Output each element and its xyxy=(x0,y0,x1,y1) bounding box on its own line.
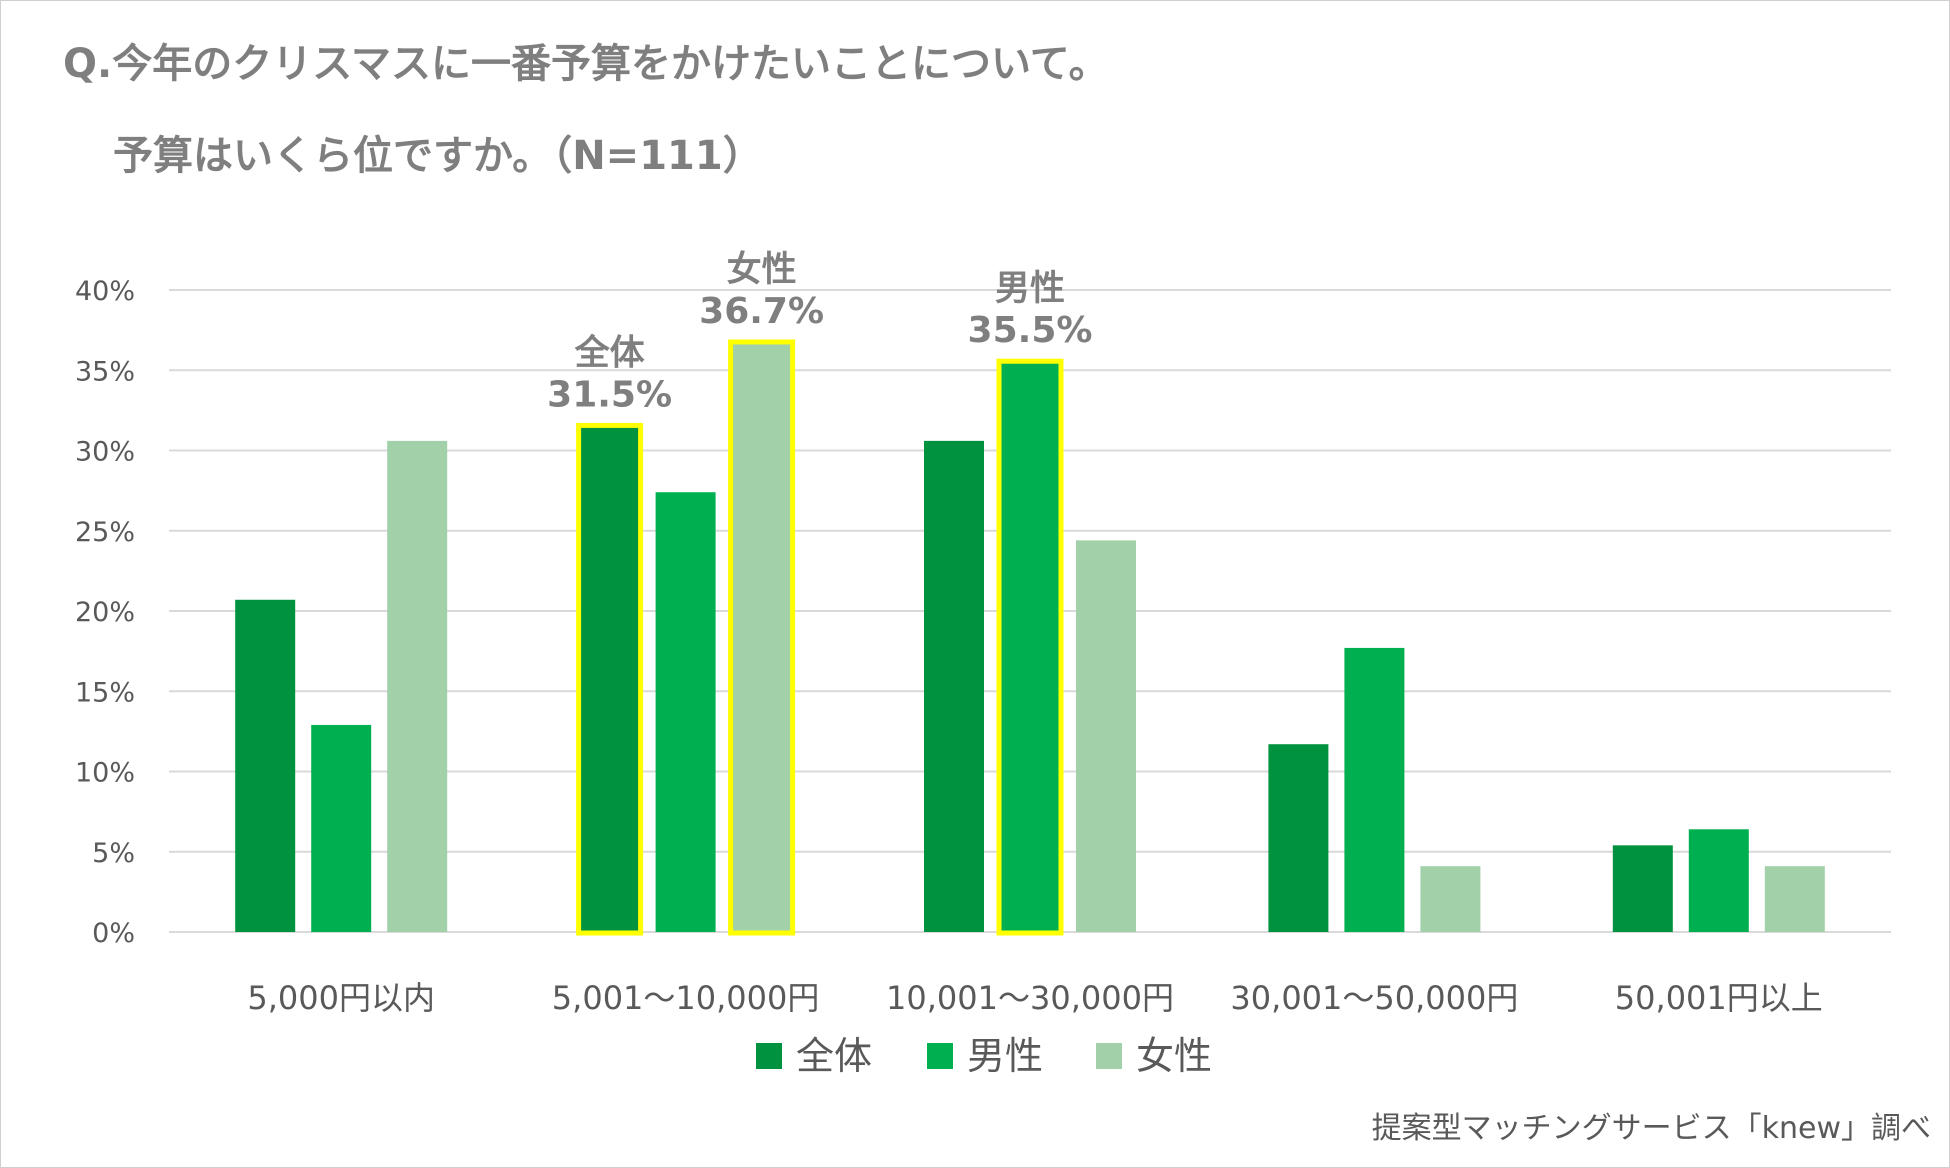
bar-2-2 xyxy=(1076,540,1136,932)
legend-label: 男性 xyxy=(967,1034,1043,1078)
annotation-series-label: 男性 xyxy=(995,269,1065,309)
legend-swatch xyxy=(1096,1043,1122,1069)
data-label: 36.7% xyxy=(699,291,824,332)
data-label: 31.5% xyxy=(547,374,672,415)
y-tick-label: 35% xyxy=(75,356,135,387)
bar-3-2 xyxy=(1420,866,1481,932)
y-tick-label: 40% xyxy=(75,276,135,307)
x-tick-label: 10,001～30,000円 xyxy=(886,979,1174,1017)
chart-title-line1: Q.今年のクリスマスに一番予算をかけたいことについて。 xyxy=(63,41,1109,87)
bar-0-1 xyxy=(311,724,372,932)
annotation-series-label: 全体 xyxy=(574,332,645,373)
y-tick-label: 30% xyxy=(75,437,135,468)
annotation-series-label: 女性 xyxy=(727,249,797,290)
bar-2-1 xyxy=(1000,362,1060,933)
x-tick-label: 5,000円以内 xyxy=(247,979,435,1017)
x-tick-label: 50,001円以上 xyxy=(1615,979,1823,1017)
bar-4-1 xyxy=(1688,829,1749,932)
bar-1-2 xyxy=(731,342,792,933)
y-tick-label: 5% xyxy=(92,838,135,869)
legend-swatch xyxy=(756,1043,782,1069)
bar-2-0 xyxy=(924,440,984,932)
highlight-outline xyxy=(576,422,644,936)
bar-4-0 xyxy=(1612,845,1673,932)
highlight-outline xyxy=(996,358,1064,936)
bar-1-1 xyxy=(655,492,716,932)
legend-label: 全体 xyxy=(796,1034,872,1078)
y-tick-label: 0% xyxy=(92,918,135,949)
x-tick-label: 30,001～50,000円 xyxy=(1230,979,1518,1017)
y-tick-label: 10% xyxy=(75,758,135,789)
highlight-outline xyxy=(728,339,796,936)
bar-4-2 xyxy=(1764,866,1825,932)
y-tick-label: 20% xyxy=(75,597,135,628)
bar-0-0 xyxy=(235,599,296,932)
x-tick-label: 5,001～10,000円 xyxy=(552,979,820,1017)
legend-label: 女性 xyxy=(1136,1034,1212,1078)
source-note: 提案型マッチングサービス「knew」調べ xyxy=(1371,1111,1931,1146)
data-label: 35.5% xyxy=(968,310,1093,351)
bar-1-0 xyxy=(579,426,640,932)
bar-3-1 xyxy=(1344,647,1405,932)
y-tick-label: 25% xyxy=(75,517,135,548)
chart-title-line2: 予算はいくら位ですか。（N=111） xyxy=(113,133,763,179)
y-tick-label: 15% xyxy=(75,677,135,708)
bar-0-2 xyxy=(387,440,448,932)
legend-swatch xyxy=(927,1043,953,1069)
bar-3-0 xyxy=(1268,744,1329,932)
